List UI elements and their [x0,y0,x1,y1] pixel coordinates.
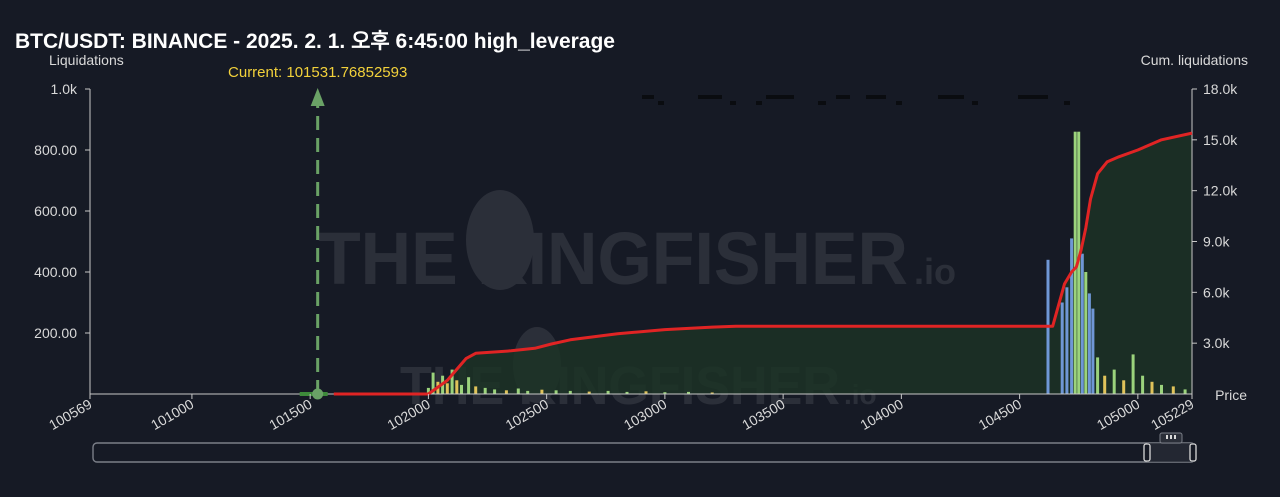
y-tick-label: 600.00 [34,203,77,219]
liquidation-bar [1096,357,1100,394]
liquidation-bar [540,389,544,394]
y2-tick-label: 12.0k [1203,183,1238,199]
current-price-label: Current: 101531.76852593 [228,64,407,81]
x-tick-label: 104500 [976,396,1025,433]
liquidation-bar [687,391,690,394]
liquidation-bar [587,391,591,394]
x-axis-title: Price [1215,387,1247,403]
y-axis-title: Liquidations [49,52,124,68]
liquidation-bar [483,387,487,394]
liquidation-bar [460,384,463,394]
range-slider-track[interactable] [92,442,1196,463]
watermark-suffix-upper: .io [914,251,956,292]
y-tick-label: 400.00 [34,264,77,280]
liquidation-bar [1171,386,1175,394]
current-price-arrow [310,88,325,106]
liquidation-bar [455,380,459,394]
watermark-text-upper: THE KINGFISHER [318,217,908,300]
watermark-bird-upper [466,190,534,290]
cum-liquidations-area [333,133,1192,394]
liquidation-bar [1080,253,1084,394]
liquidation-bar [450,369,454,394]
liquidation-bar [1073,131,1077,394]
range-slider-left-handle[interactable] [1143,443,1151,462]
range-slider-window[interactable] [1147,443,1195,462]
y2-tick-label: 6.0k [1203,284,1230,300]
liquidation-bar [474,386,478,394]
liquidation-bar [1141,375,1145,394]
y2-tick-label: 18.0k [1203,81,1238,97]
cum-liquidations-line [333,131,1193,396]
y-tick-label: 1.0k [51,81,78,97]
x-tick-label: 100569 [46,396,95,433]
liquidation-bar [1060,302,1064,394]
liquidation-bar [644,391,648,394]
liquidation-bar [1183,389,1187,394]
liquidation-bar [493,389,497,394]
legend-marks [642,95,1070,105]
liquidation-bar [663,392,667,394]
liquidation-bar [1160,384,1163,394]
liquidation-bar [710,392,714,394]
y2-tick-label: 9.0k [1203,234,1230,250]
current-price-dot [312,388,324,400]
liquidation-bar [426,387,430,394]
x-tick-label: 101500 [266,396,315,433]
liquidation-bar [1122,380,1126,394]
liquidation-bar [1084,272,1088,394]
y-tick-label: 800.00 [34,142,77,158]
y2-tick-label: 3.0k [1203,335,1230,351]
liquidation-bar [1087,293,1091,394]
liquidation-bar [1112,369,1116,394]
liquidation-bar [1070,238,1074,394]
liquidation-bar [1103,375,1107,394]
x-tick-label: 105000 [1094,396,1143,433]
x-tick-label: 101000 [148,396,197,433]
y-tick-label: 200.00 [34,325,77,341]
liquidation-bar [1131,354,1135,394]
liquidation-bar [1150,381,1154,394]
liquidation-bar [504,390,508,394]
liquidation-bar [526,390,530,394]
liquidation-bar [516,388,520,394]
y2-axis-title: Cum. liquidations [1141,52,1248,68]
x-tick-label: 105229 [1148,396,1197,433]
range-slider[interactable] [92,432,1197,463]
y2-tick-label: 15.0k [1203,132,1238,148]
range-slider-right-handle[interactable] [1189,443,1197,462]
liquidation-bar [554,390,558,394]
liquidation-bar [606,390,610,394]
liquidation-bar [625,391,629,394]
liquidation-bar [568,390,572,394]
liquidation-bar [1091,308,1095,394]
liquidation-bar [445,383,449,394]
liquidation-bar [431,372,435,394]
chart-title: BTC/USDT: BINANCE - 2025. 2. 1. 오후 6:45:… [15,29,615,53]
liquidation-bar [1065,287,1069,395]
liquidation-bar [467,377,471,394]
